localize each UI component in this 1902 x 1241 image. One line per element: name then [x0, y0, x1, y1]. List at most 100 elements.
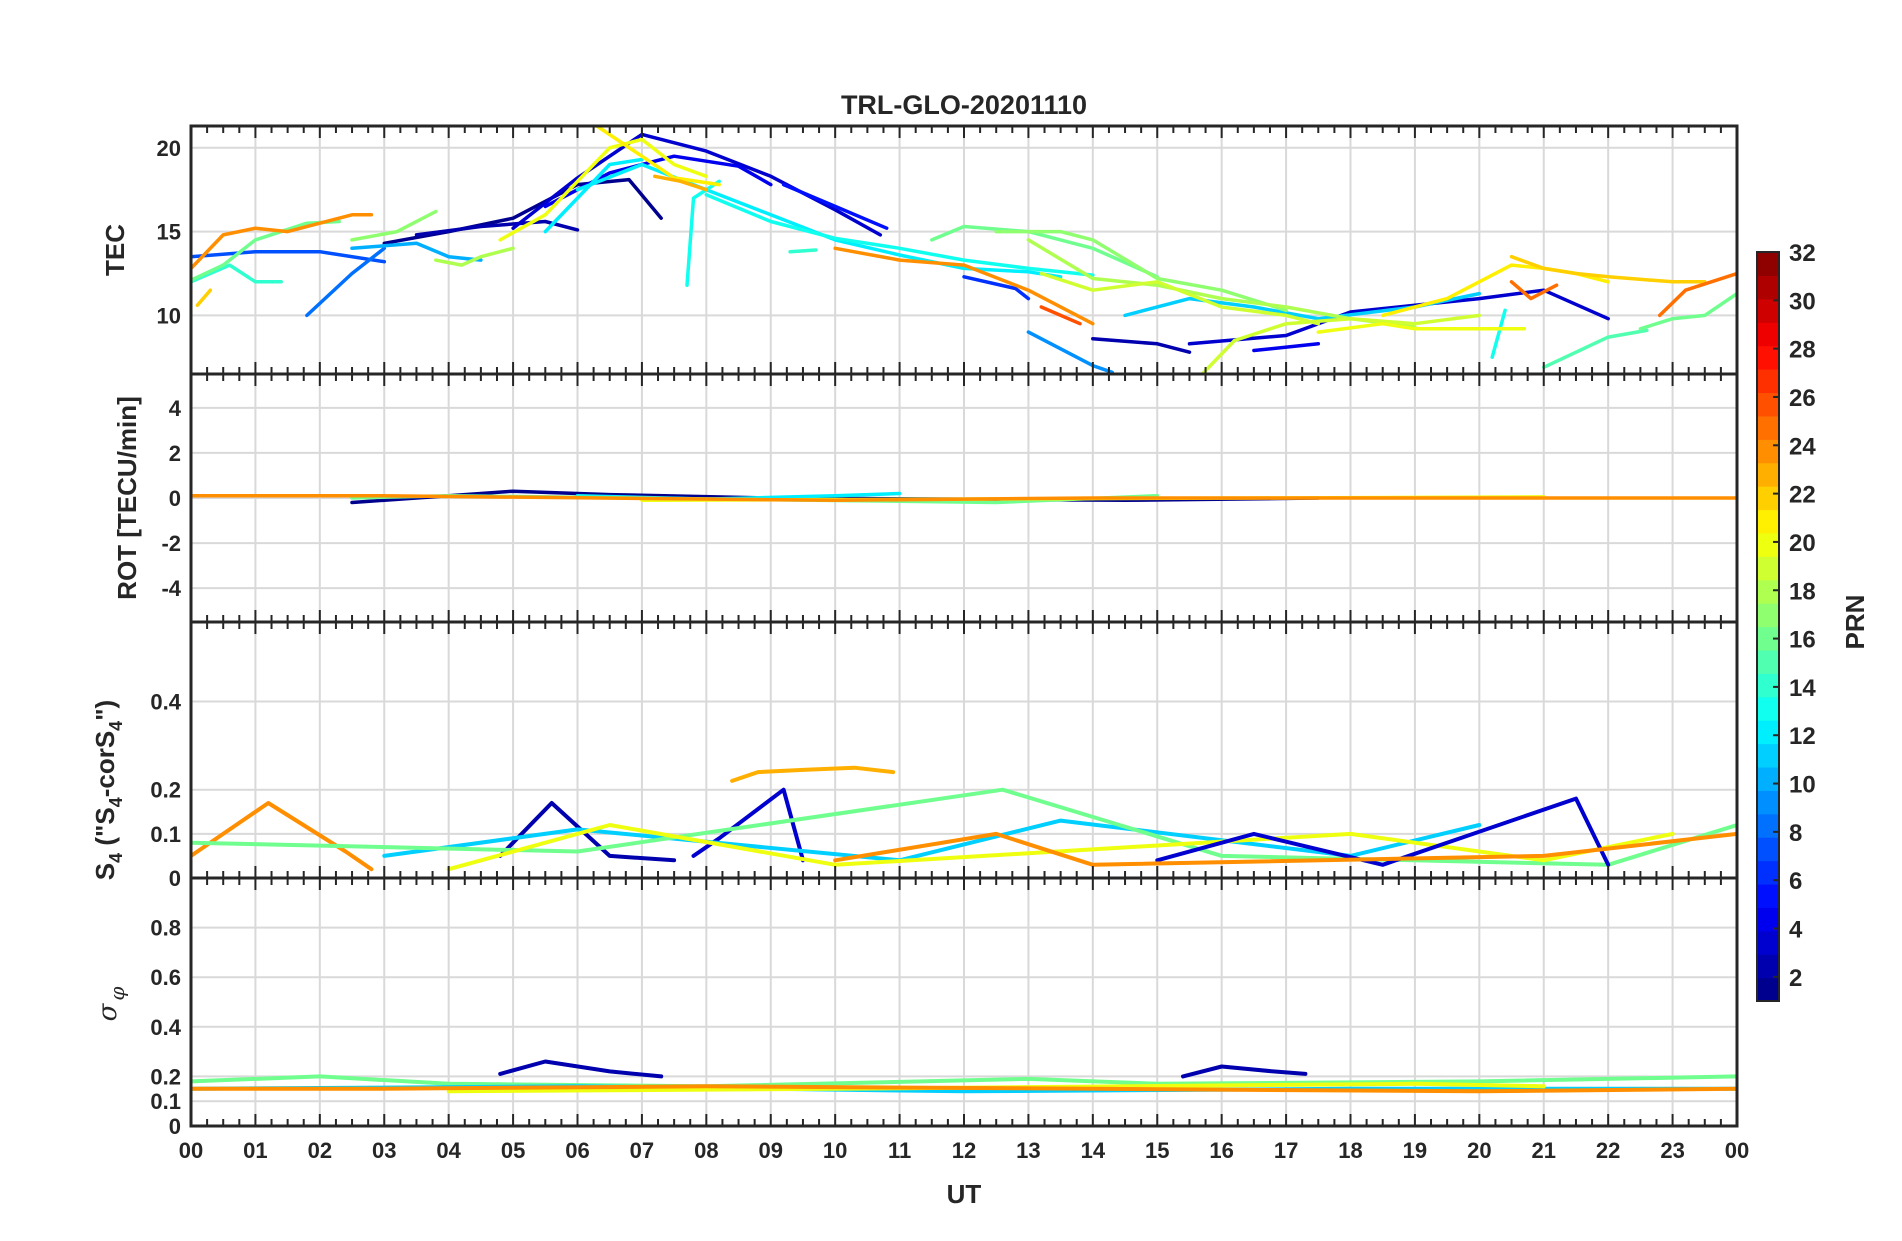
y-tick-label: 0.4 — [150, 689, 181, 714]
s4-ylabel-open: ("S — [90, 807, 120, 853]
colorbar-segment — [1757, 556, 1779, 581]
colorbar-segment — [1757, 532, 1779, 557]
series-line-39 — [833, 246, 1095, 326]
panel-2: 0 0.1 0.2 0.4 — [150, 620, 1739, 891]
series-line-33 — [595, 126, 721, 187]
series-line-20 — [788, 248, 818, 254]
x-tick-label: 00 — [179, 1138, 203, 1163]
series-line-9 — [191, 249, 387, 264]
series-line-15 — [543, 157, 644, 234]
x-tick-label: 10 — [823, 1138, 847, 1163]
series-line-26 — [994, 229, 1288, 313]
y-tick-label: -2 — [161, 531, 181, 556]
s4-ylabel-sub3: 4 — [106, 721, 126, 731]
series-line-6 — [446, 823, 1675, 872]
colorbar-segment — [1757, 486, 1779, 511]
x-tick-label: 11 — [888, 1138, 911, 1163]
series-line-4 — [382, 818, 1482, 863]
colorbar-segment — [1757, 743, 1779, 768]
y-axis-label-0: TEC — [100, 224, 130, 276]
x-tick-label: 09 — [759, 1138, 783, 1163]
s4-ylabel-s: S — [90, 863, 120, 880]
x-tick-label: 17 — [1274, 1138, 1298, 1163]
colorbar-segment — [1757, 673, 1779, 698]
x-tick-label: 23 — [1660, 1138, 1684, 1163]
series-line-29 — [1039, 271, 1321, 326]
x-axis-label: UT — [947, 1179, 982, 1209]
series-line-42 — [1039, 305, 1082, 326]
colorbar-tick-label: 4 — [1789, 917, 1803, 944]
series-line-2 — [191, 1074, 1737, 1089]
series-line-4 — [191, 493, 1737, 503]
series-line-5 — [191, 1084, 1737, 1094]
series-line-0 — [730, 765, 896, 783]
x-tick-label: 20 — [1467, 1138, 1491, 1163]
sigma-symbol: σ — [93, 1002, 123, 1021]
x-tick-label: 02 — [308, 1138, 332, 1163]
series-line-10 — [305, 246, 387, 318]
colorbar-label: PRN — [1840, 595, 1870, 650]
y-tick-label: 0.1 — [150, 1089, 181, 1114]
colorbar-tick-label: 20 — [1789, 530, 1816, 557]
series-line-12 — [350, 241, 483, 262]
y-tick-label: -4 — [161, 576, 181, 601]
panel-1: -4 -2 0 2 4 ROT [TECU/min] — [112, 372, 1739, 624]
series-line-21 — [1542, 328, 1649, 370]
x-tick-label: 05 — [501, 1138, 525, 1163]
series-group — [191, 765, 1737, 872]
series-line-2 — [511, 132, 883, 237]
series-line-7 — [1252, 342, 1321, 353]
s4-ylabel-mid: -corS — [90, 731, 120, 797]
colorbar-segment — [1757, 790, 1779, 815]
y-tick-label: 0.2 — [150, 778, 181, 803]
series-line-3 — [691, 787, 805, 863]
series-line-36 — [1509, 254, 1707, 284]
colorbar-tick-label: 30 — [1789, 288, 1816, 315]
colorbar-frame — [1756, 251, 1780, 1002]
colorbar-tick-label: 28 — [1789, 337, 1816, 364]
y-tick-label: 0.8 — [150, 916, 181, 941]
series-line-19 — [191, 263, 283, 284]
series-group — [191, 489, 1737, 505]
colorbar-segment — [1757, 369, 1779, 394]
chart-title: TRL-GLO-20201110 — [841, 90, 1087, 120]
colorbar-segment — [1757, 626, 1779, 651]
y-tick-label: 0.1 — [150, 822, 181, 847]
x-tick-label: 01 — [243, 1138, 267, 1163]
colorbar-segment — [1757, 509, 1779, 534]
colorbar-segment — [1757, 462, 1779, 487]
x-tick-label: 07 — [630, 1138, 654, 1163]
colorbar-segment — [1757, 649, 1779, 674]
series-group — [191, 126, 1737, 374]
series-line-4 — [446, 1081, 1546, 1094]
s4-ylabel-sub2: 4 — [106, 797, 126, 807]
colorbar-segment — [1757, 766, 1779, 791]
colorbar-segment — [1757, 252, 1779, 277]
series-line-37 — [653, 174, 709, 192]
colorbar-segment — [1757, 907, 1779, 932]
colorbar-segment — [1757, 860, 1779, 885]
x-tick-label: 22 — [1596, 1138, 1620, 1163]
y-tick-label: 2 — [169, 441, 181, 466]
y-tick-label: 0 — [169, 1114, 181, 1139]
sigma-phi-y-label: σφ — [93, 987, 129, 1022]
panel-3: 00.10.2 0.4 0.6 0.8 — [150, 876, 1739, 1139]
series-line-8 — [833, 831, 1737, 867]
colorbar-segment — [1757, 275, 1779, 300]
series-line-38 — [191, 213, 374, 271]
x-tick-label: 15 — [1145, 1138, 1169, 1163]
series-line-1 — [1181, 1064, 1308, 1079]
colorbar-segment — [1757, 696, 1779, 721]
colorbar-tick-label: 32 — [1789, 240, 1816, 267]
colorbar-segment — [1757, 977, 1779, 1002]
colorbar-tick-label: 26 — [1789, 385, 1816, 412]
x-tick-label: 14 — [1081, 1138, 1106, 1163]
colorbar-tick-label: 18 — [1789, 578, 1816, 605]
colorbar-segment — [1757, 954, 1779, 979]
colorbar-tick-label: 24 — [1789, 433, 1816, 460]
colorbar-segment — [1757, 603, 1779, 628]
x-tick-label: 03 — [372, 1138, 396, 1163]
